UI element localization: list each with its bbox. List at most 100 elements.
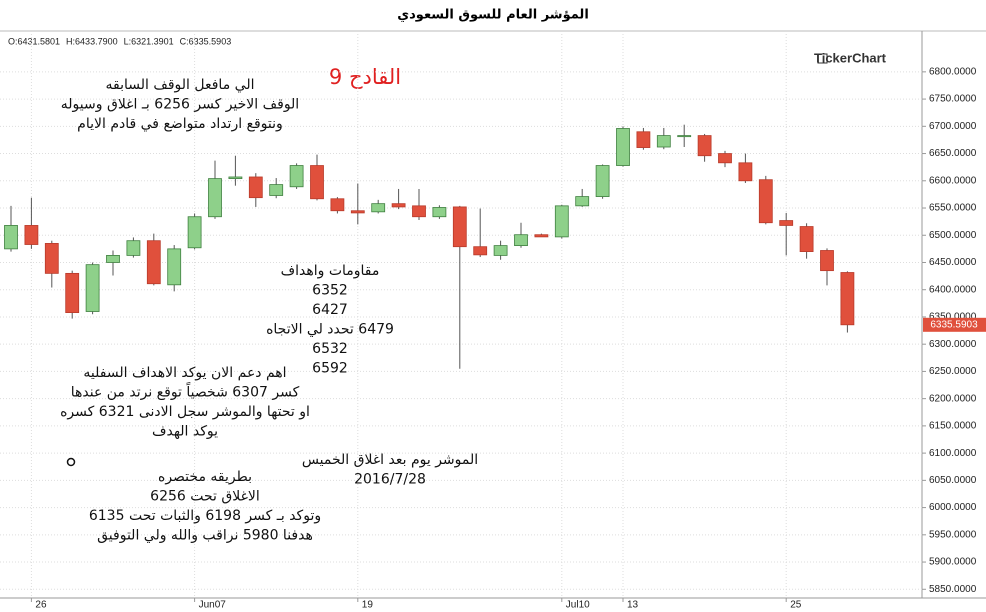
x-tick-label: 26 <box>35 600 47 611</box>
marker-circle <box>66 457 76 467</box>
y-tick-label: 6200.0000 <box>929 393 977 404</box>
y-tick-label: 6500.0000 <box>929 230 977 241</box>
x-tick-label: 13 <box>627 600 639 611</box>
annotation: اهم دعم الان يوكد الاهداف السفليه <box>83 365 286 381</box>
annotation: هدفنا 5980 نراقب والله ولي التوفيق <box>97 528 313 544</box>
y-tick-label: 6050.0000 <box>929 475 977 486</box>
candle-body <box>554 205 569 238</box>
candle-body <box>208 178 222 218</box>
candle-body <box>656 135 671 148</box>
ohlc-readout: C:6335.5903 <box>180 36 232 46</box>
annotation: يوكد الهدف <box>152 424 218 440</box>
y-tick-label: 6550.0000 <box>929 203 977 214</box>
candle-body <box>330 198 345 212</box>
candle-body <box>65 272 80 313</box>
watermark: TickerChart <box>814 50 887 65</box>
candle-body <box>840 272 855 326</box>
candle-body <box>677 135 692 138</box>
candle-body <box>575 196 590 207</box>
candle-body <box>4 225 18 250</box>
candle-body <box>44 243 59 274</box>
y-tick-label: 6100.0000 <box>929 448 977 459</box>
candle-body <box>432 207 447 218</box>
y-tick-label: 5950.0000 <box>929 529 977 540</box>
x-tick-label: Jul10 <box>566 600 590 611</box>
candle-body <box>228 176 243 180</box>
candle-body <box>718 153 732 164</box>
candle-body <box>269 184 284 196</box>
annotation: 2016/7/28 <box>354 472 426 488</box>
candle-body <box>452 206 467 248</box>
ohlc-readout: H:6433.7900 <box>66 36 118 46</box>
watermark-icon <box>817 53 828 64</box>
candle-body <box>473 246 488 256</box>
y-tick-label: 6700.0000 <box>929 121 977 132</box>
candle-body <box>697 135 712 157</box>
candle-body <box>799 226 814 252</box>
y-tick-label: 6450.0000 <box>929 257 977 268</box>
candle-body <box>187 216 202 249</box>
last-price-label: 6335.5903 <box>930 319 978 330</box>
annotation: وتوكد بـ كسر 6198 والثبات تحت 6135 <box>89 508 321 524</box>
candle-body <box>248 176 263 199</box>
chart-title: المؤشر العام للسوق السعودي <box>397 8 589 23</box>
annotation: 6479 تحدد لي الاتجاه <box>266 322 394 338</box>
y-tick-label: 6000.0000 <box>929 502 977 513</box>
y-tick-label: 6650.0000 <box>929 148 977 159</box>
candle-body <box>595 165 610 197</box>
candle-body <box>391 203 406 208</box>
headline: القادح 9 <box>329 65 401 89</box>
x-tick-label: 25 <box>790 600 802 611</box>
candle-body <box>636 131 651 148</box>
annotation: بطريقه مختصره <box>158 469 252 485</box>
annotation: الوقف الاخير كسر 6256 بـ اغلاق وسيوله <box>61 97 299 113</box>
y-tick-label: 6600.0000 <box>929 175 977 186</box>
annotation: كسر 6307 شخصياً توقع نرتد من عندها <box>71 381 300 400</box>
x-tick-label: Jun07 <box>199 600 227 611</box>
annotation: 6352 <box>312 283 348 299</box>
y-tick-label: 6250.0000 <box>929 366 977 377</box>
candle-body <box>85 264 100 312</box>
y-tick-label: 6300.0000 <box>929 339 977 350</box>
annotation: الي مافعل الوقف السابقه <box>106 77 255 93</box>
annotation: مقاومات واهداف <box>281 263 380 279</box>
ohlc-readout: L:6321.3901 <box>124 36 174 46</box>
candle-body <box>493 245 508 256</box>
candle-body <box>310 165 324 200</box>
candle-body <box>350 210 365 214</box>
annotation: او تحتها والموشر سجل الادنى 6321 كسره <box>60 404 310 420</box>
last-price-tag <box>923 317 986 332</box>
candle-body <box>738 162 753 182</box>
candle-body <box>24 225 39 245</box>
candle-body <box>106 255 120 263</box>
y-tick-label: 5850.0000 <box>929 584 977 595</box>
y-tick-label: 6150.0000 <box>929 421 977 432</box>
candle-body <box>514 234 528 246</box>
annotation: 6427 <box>312 302 348 318</box>
candle-body <box>820 250 834 272</box>
candle-body <box>146 240 161 285</box>
y-tick-label: 6800.0000 <box>929 66 977 77</box>
candle-body <box>616 128 630 166</box>
candle-body <box>167 248 182 286</box>
y-tick-label: 5900.0000 <box>929 557 977 568</box>
y-tick-label: 6350.0000 <box>929 312 977 323</box>
x-tick-label: 19 <box>362 600 374 611</box>
candle-body <box>412 205 426 218</box>
candle-body <box>289 165 304 188</box>
annotation: 6532 <box>312 341 348 357</box>
candle-body <box>534 234 549 238</box>
y-tick-label: 6750.0000 <box>929 94 977 105</box>
annotation: ونتوقع ارتداد متواضع في قادم الايام <box>77 116 283 132</box>
y-tick-label: 6400.0000 <box>929 284 977 295</box>
candle-body <box>371 203 386 213</box>
candle-body <box>779 220 794 226</box>
candle-body <box>126 240 141 256</box>
annotation: الاغلاق تحت 6256 <box>150 489 260 505</box>
annotation: الموشر يوم بعد اغلاق الخميس <box>302 452 478 468</box>
annotation: 6592 <box>312 361 348 377</box>
candle-body <box>758 179 773 224</box>
ohlc-readout: O:6431.5801 <box>8 36 60 46</box>
